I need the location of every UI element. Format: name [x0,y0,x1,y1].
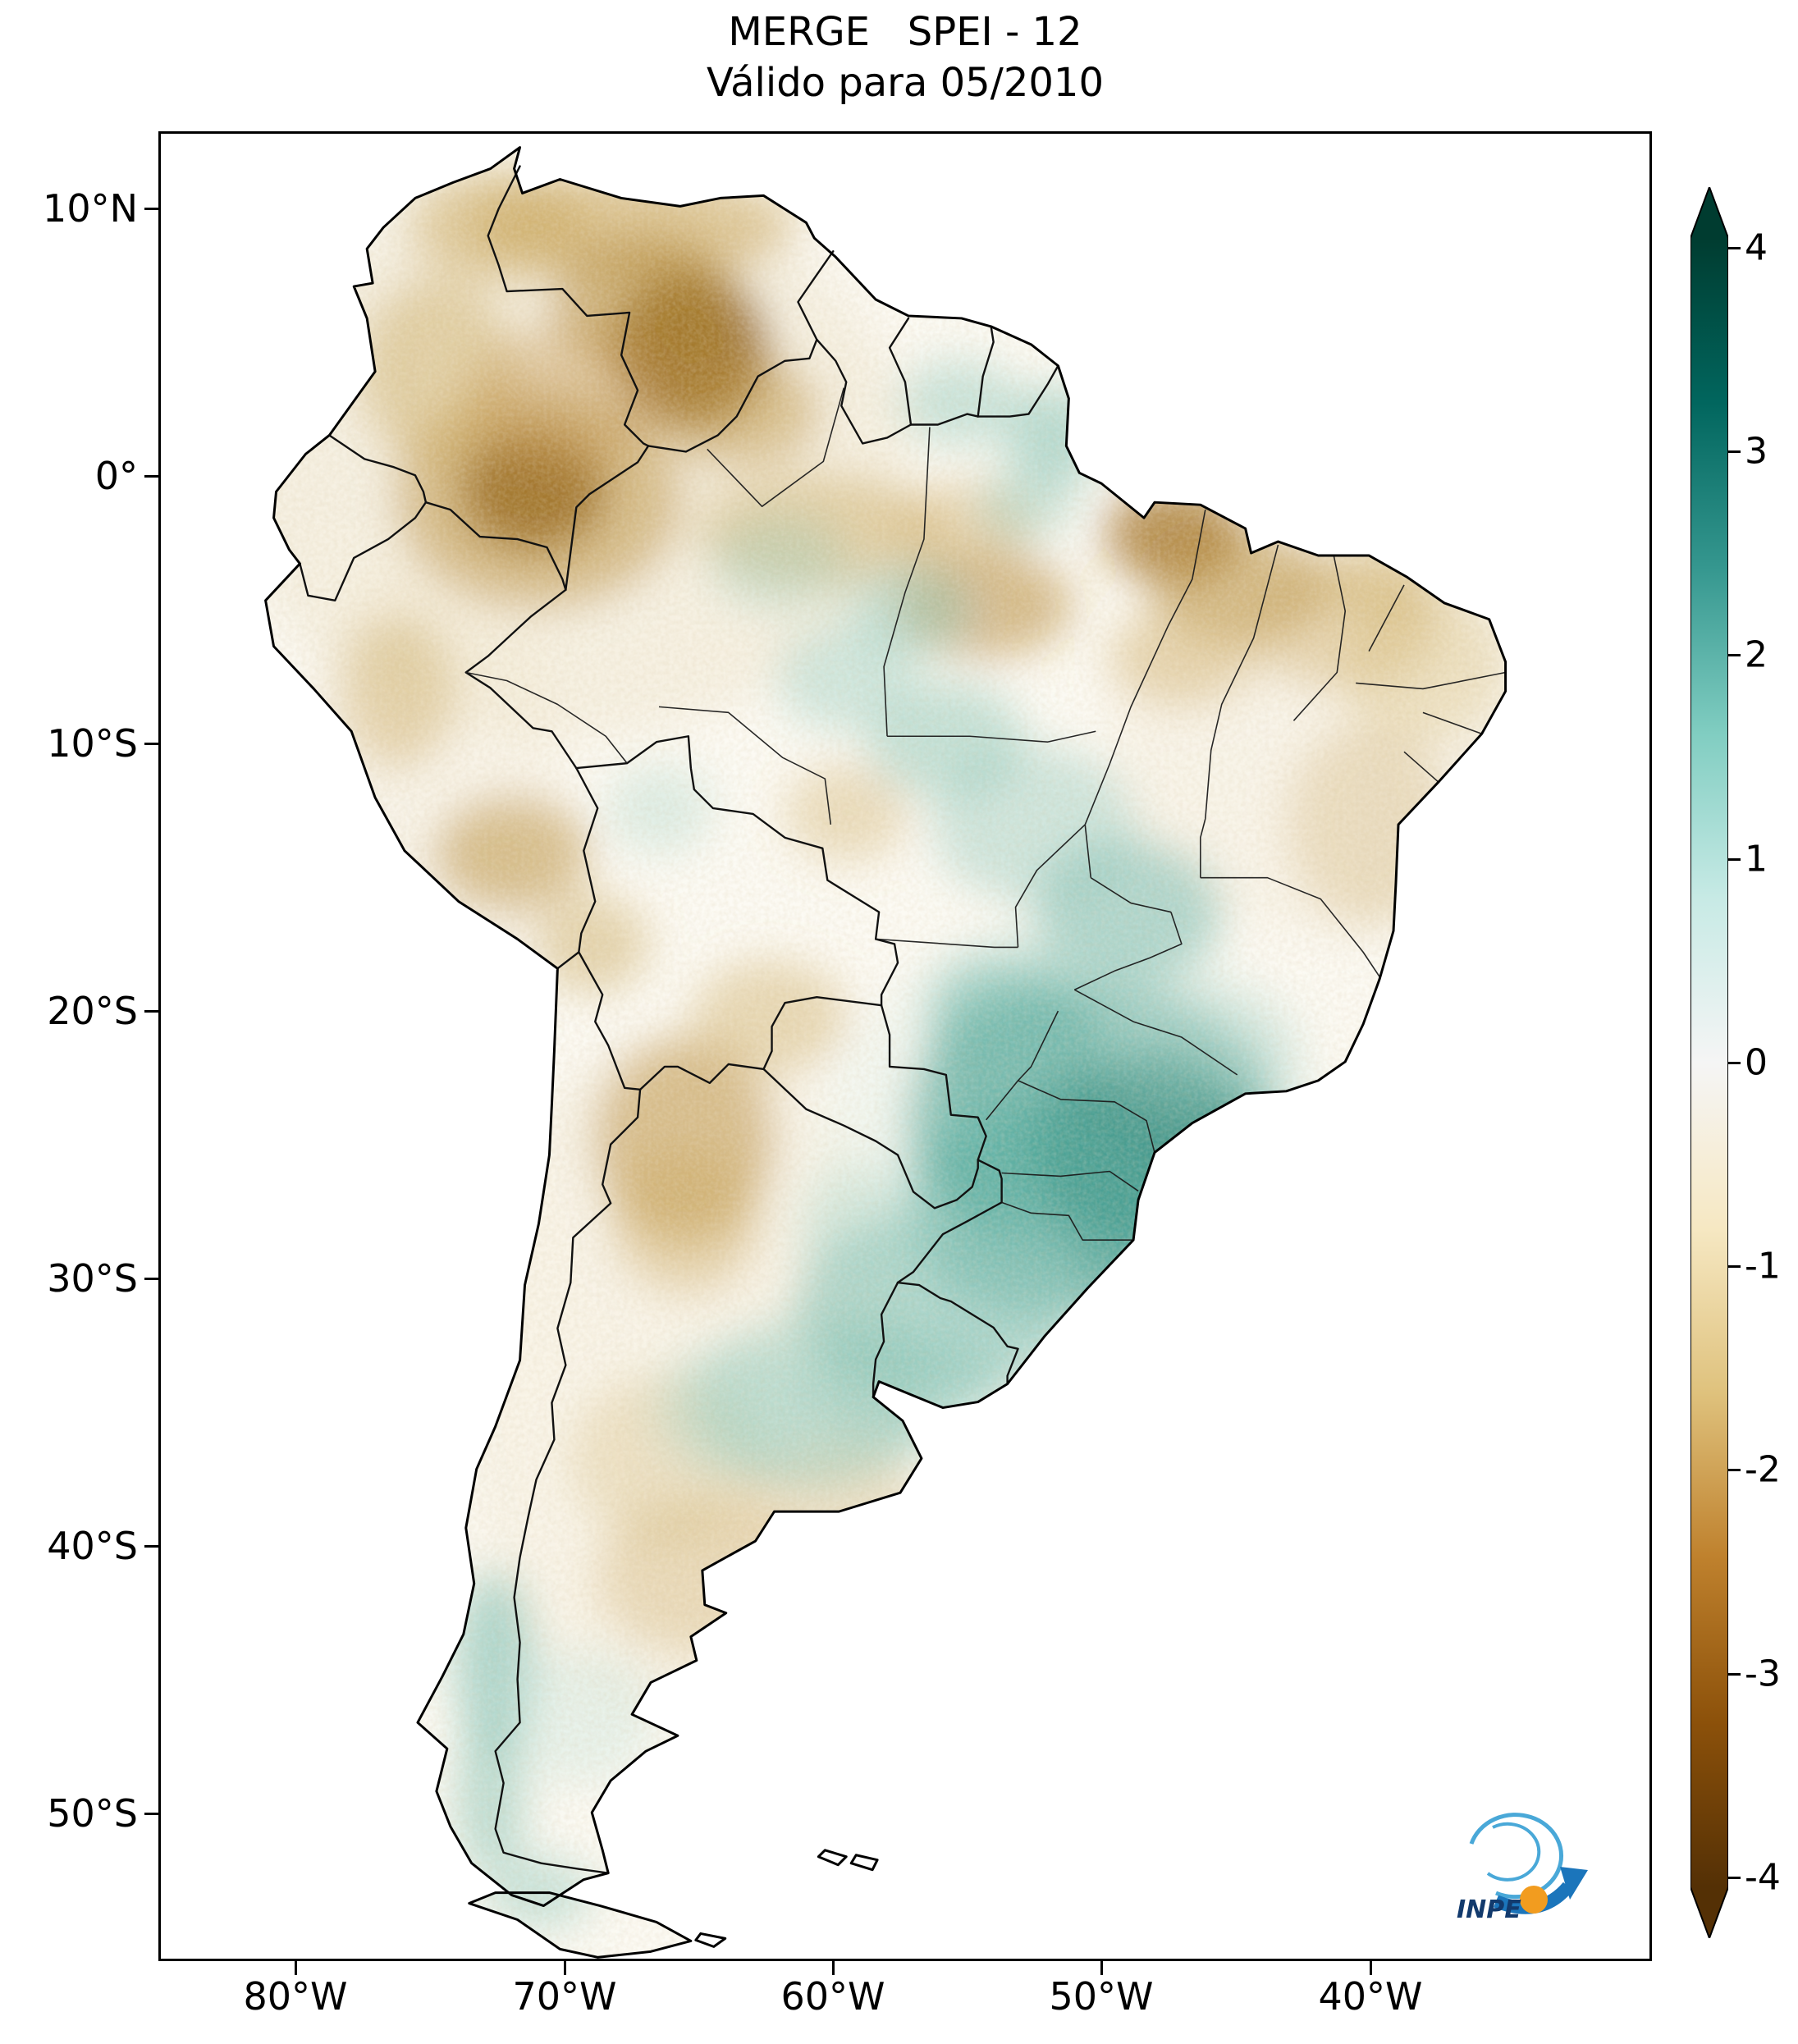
inpe-logo: INPE [1445,1793,1619,1942]
colorbar-tick-mark [1728,858,1741,861]
colorbar-tick-label: 4 [1745,226,1768,269]
y-tick-label: 50°S [47,1791,138,1836]
x-tick-mark [564,1961,566,1975]
spei-color-field [265,147,1506,1958]
x-tick-mark [1100,1961,1103,1975]
colorbar-tick-label: 0 [1745,1041,1768,1084]
y-tick-label: 20°S [47,989,138,1033]
y-tick-label: 10°S [47,721,138,766]
inpe-logo-swirl-icon [1469,1813,1564,1900]
coastline [264,146,1507,1959]
y-tick-mark [144,475,158,478]
colorbar-tick-label: 2 [1745,633,1768,676]
country-borders [299,165,1059,1874]
south-america-map [264,146,1507,1959]
x-tick-label: 40°W [1318,1974,1423,2019]
y-tick-label: 40°S [47,1524,138,1568]
x-tick-label: 60°W [780,1974,885,2019]
map-plot-area: INPE [158,131,1652,1961]
x-tick-label: 50°W [1049,1974,1154,2019]
colorbar [1690,187,1728,1938]
inpe-logo-swirl-inner-icon [1486,1822,1541,1882]
colorbar-tick-mark [1728,1469,1741,1471]
x-tick-label: 70°W [512,1974,617,2019]
colorbar-extend-max [1690,187,1728,238]
chart-subtitle: Válido para 05/2010 [707,60,1104,106]
y-tick-label: 0° [94,454,138,498]
chart-title: MERGE SPEI - 12 [728,9,1082,55]
colorbar-tick-label: 3 [1745,430,1768,473]
colorbar-tick-mark [1728,1877,1741,1879]
x-tick-mark [1370,1961,1372,1975]
colorbar-tick-label: -3 [1745,1653,1781,1695]
y-tick-mark [144,1010,158,1013]
colorbar-tick-label: -4 [1745,1856,1781,1899]
colorbar-tick-mark [1728,654,1741,656]
colorbar-tick-label: 1 [1745,838,1768,880]
colorbar-gradient [1690,238,1728,1887]
y-tick-mark [144,208,158,210]
colorbar-tick-mark [1728,1062,1741,1064]
colorbar-tick-mark [1728,247,1741,249]
inpe-logo-dot [1520,1886,1548,1914]
colorbar-extend-min [1690,1887,1728,1938]
x-tick-mark [295,1961,297,1975]
x-tick-mark [832,1961,835,1975]
y-tick-label: 10°N [43,186,138,231]
y-tick-label: 30°S [47,1256,138,1301]
y-tick-mark [144,743,158,745]
y-tick-mark [144,1813,158,1815]
inpe-logo-text: INPE [1457,1895,1521,1924]
colorbar-tick-mark [1728,1673,1741,1676]
state-borders [465,387,1506,1241]
colorbar-tick-mark [1728,450,1741,453]
colorbar-tick-label: -1 [1745,1245,1781,1287]
colorbar-tick-label: -2 [1745,1448,1781,1491]
inpe-logo-arrowhead-icon [1560,1867,1588,1900]
y-tick-mark [144,1278,158,1280]
y-tick-mark [144,1545,158,1548]
x-tick-label: 80°W [243,1974,348,2019]
colorbar-tick-mark [1728,1265,1741,1268]
